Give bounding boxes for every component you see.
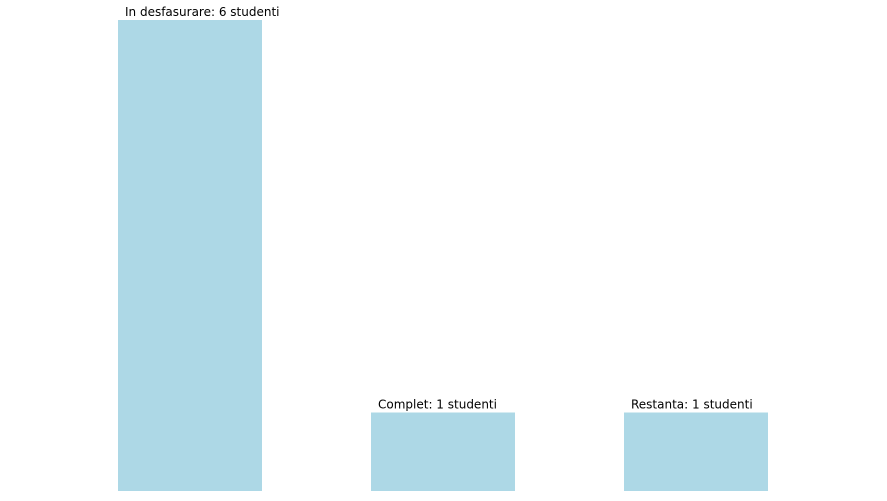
bar-complet (371, 412, 515, 491)
bar-label-complet: Complet: 1 studenti (378, 398, 497, 412)
bar-restanta (624, 412, 768, 491)
labels-group: In desfasurare: 6 studenti Complet: 1 stu… (125, 5, 753, 412)
bar-label-in-desfasurare: In desfasurare: 6 studenti (125, 5, 280, 19)
bar-label-restanta: Restanta: 1 studenti (631, 398, 753, 412)
bar-in-desfasurare (118, 20, 262, 491)
bars-group (118, 20, 768, 491)
